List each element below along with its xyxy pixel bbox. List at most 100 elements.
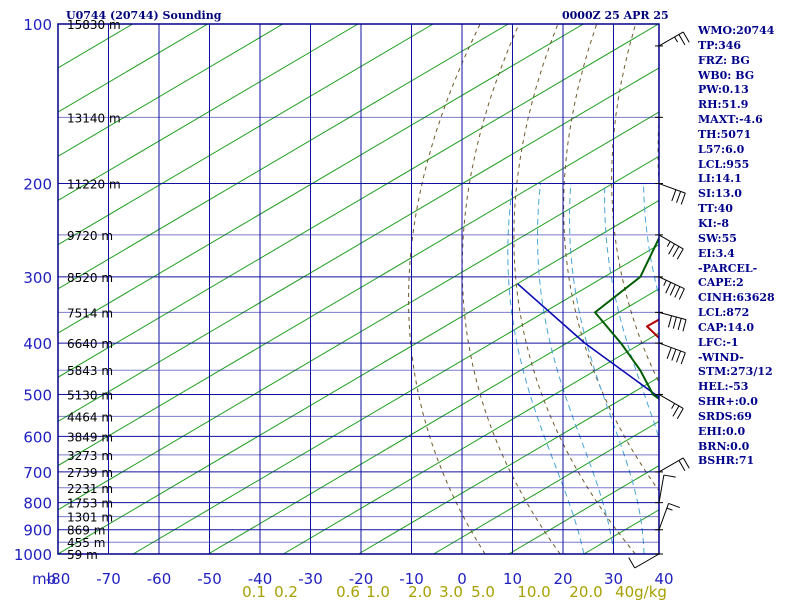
dry-adiabat-line (408, 24, 486, 554)
temperature-tick-label: -40 (248, 570, 273, 588)
wind-barb-flag (682, 457, 690, 469)
pressure-tick-label: 800 (23, 495, 52, 513)
wind-barb (655, 502, 681, 531)
height-level-label: 5843 m (67, 364, 113, 378)
mixing-ratio-label: 0.2 (274, 583, 298, 600)
stability-index-item: MAXT:-4.6 (698, 113, 763, 127)
isotherm-line (58, 24, 659, 378)
wind-barb (655, 276, 685, 300)
wind-barb-flag (663, 280, 667, 286)
height-level-label: 15830 m (67, 18, 121, 32)
height-level-label: 11220 m (67, 178, 121, 192)
pressure-tick-label: 600 (23, 428, 52, 446)
stability-index-item: SRDS:69 (698, 409, 752, 423)
wind-barb-flag (628, 557, 636, 569)
wind-barb (655, 393, 684, 420)
wind-barb-flag (678, 460, 686, 472)
isotherm-line (58, 155, 659, 511)
wind-barb-flag (678, 34, 686, 46)
isotherm-line (433, 420, 659, 554)
wind-barb-shaft (658, 342, 686, 354)
isotherm-line (283, 332, 659, 554)
wind-barb (655, 183, 686, 205)
stability-index-item: TT:40 (698, 202, 733, 216)
stability-index-item: LI:14.1 (698, 172, 742, 186)
wind-barb (655, 342, 686, 365)
mixing-ratio-label: 5.0 (471, 583, 495, 600)
wind-barb-flag (663, 474, 676, 478)
wind-barb-flag (669, 284, 676, 296)
sounding-datetime: 0000Z 25 APR 25 (562, 9, 669, 22)
wind-barb (655, 457, 690, 473)
stability-index-item: TP:346 (698, 38, 742, 52)
stability-indices-panel: WMO:20744 TP:346 FRZ: BG WB0: BG PW:0.13 RH:5… (698, 24, 775, 469)
wind-barb-flag (676, 350, 682, 363)
mixing-ratio-label: 0.6 (336, 583, 360, 600)
wind-barb-shaft (658, 503, 670, 530)
wind-barb-shaft (658, 31, 684, 47)
height-level-label: 6640 m (67, 337, 113, 351)
height-level-label: 7514 m (67, 306, 113, 320)
wind-barb-flag (665, 282, 672, 294)
isotherm-line (58, 199, 659, 554)
stability-index-item: BRN:0.0 (698, 439, 750, 453)
mixing-ratio-label: 40g/kg (615, 583, 667, 600)
pressure-tick-label: 900 (23, 522, 52, 540)
wind-barb-shaft (658, 474, 665, 503)
wind-barb (655, 474, 676, 504)
height-level-label: 13140 m (67, 111, 121, 125)
isotherm-line (58, 67, 659, 423)
height-level-label: 59 m (67, 548, 98, 562)
wind-barb-shaft (658, 183, 686, 194)
stability-index-item: KI:-8 (698, 216, 729, 230)
wind-barb-shaft (658, 311, 687, 321)
stability-index-item: BSHR:71 (698, 454, 755, 468)
height-level-label: 3273 m (67, 449, 113, 463)
dry-adiabat-line (461, 24, 561, 554)
stability-index-item: LCL:955 (698, 157, 750, 171)
height-level-label: 455 m (67, 536, 105, 550)
height-level-label: 9720 m (67, 229, 113, 243)
stability-index-item: CINH:63628 (698, 291, 775, 305)
stability-index-item: STM:273/12 (698, 365, 773, 379)
wind-barb-flag (666, 241, 671, 247)
stability-index-item: LFC:-1 (698, 335, 739, 349)
isotherm-line (132, 244, 659, 554)
pressure-tick-label: 100 (23, 16, 52, 34)
wind-barb-flag (671, 349, 677, 361)
isotherm-line (58, 24, 434, 246)
stability-index-item: -WIND- (698, 350, 744, 364)
temperature-tick-label: -30 (298, 570, 323, 588)
wind-barb-flag (682, 31, 690, 43)
temperature-tick-label: -10 (399, 570, 424, 588)
height-level-label: 4464 m (67, 410, 113, 424)
temperature-tick-label: -50 (197, 570, 222, 588)
pressure-tick-label: 1000 (14, 546, 52, 564)
wind-barb (655, 31, 690, 47)
x-unit-label: mb (32, 570, 56, 588)
dewpoint-profile-line (594, 235, 659, 401)
temperature-tick-label: 40 (654, 570, 673, 588)
wind-barb (628, 553, 663, 569)
mixing-ratio-label: 1.0 (366, 583, 390, 600)
height-level-label: 2231 m (67, 482, 113, 496)
mixing-ratio-label: 20.0 (569, 583, 602, 600)
wind-barb-shaft (634, 553, 660, 569)
wind-barb (655, 234, 684, 260)
wind-barb-flag (672, 405, 680, 417)
pressure-tick-label: 300 (23, 269, 52, 287)
dry-adiabat-line (563, 24, 659, 492)
height-level-label: 1753 m (67, 497, 113, 511)
wind-barb-shaft (658, 276, 685, 290)
moist-adiabat-line (794, 184, 800, 555)
temperature-tick-label: -60 (147, 570, 172, 588)
dry-adiabat-line (789, 24, 800, 554)
stability-index-item: FRZ: BG (698, 53, 750, 67)
temperature-tick-label: 30 (604, 570, 623, 588)
height-level-label: 8520 m (67, 271, 113, 285)
temperature-tick-label: 10 (503, 570, 522, 588)
wind-barb-flag (680, 192, 686, 205)
chart-title: U0744 (20744) Sounding (66, 9, 222, 22)
wind-barb-shaft (658, 394, 684, 409)
wind-barb-flag (667, 315, 673, 328)
